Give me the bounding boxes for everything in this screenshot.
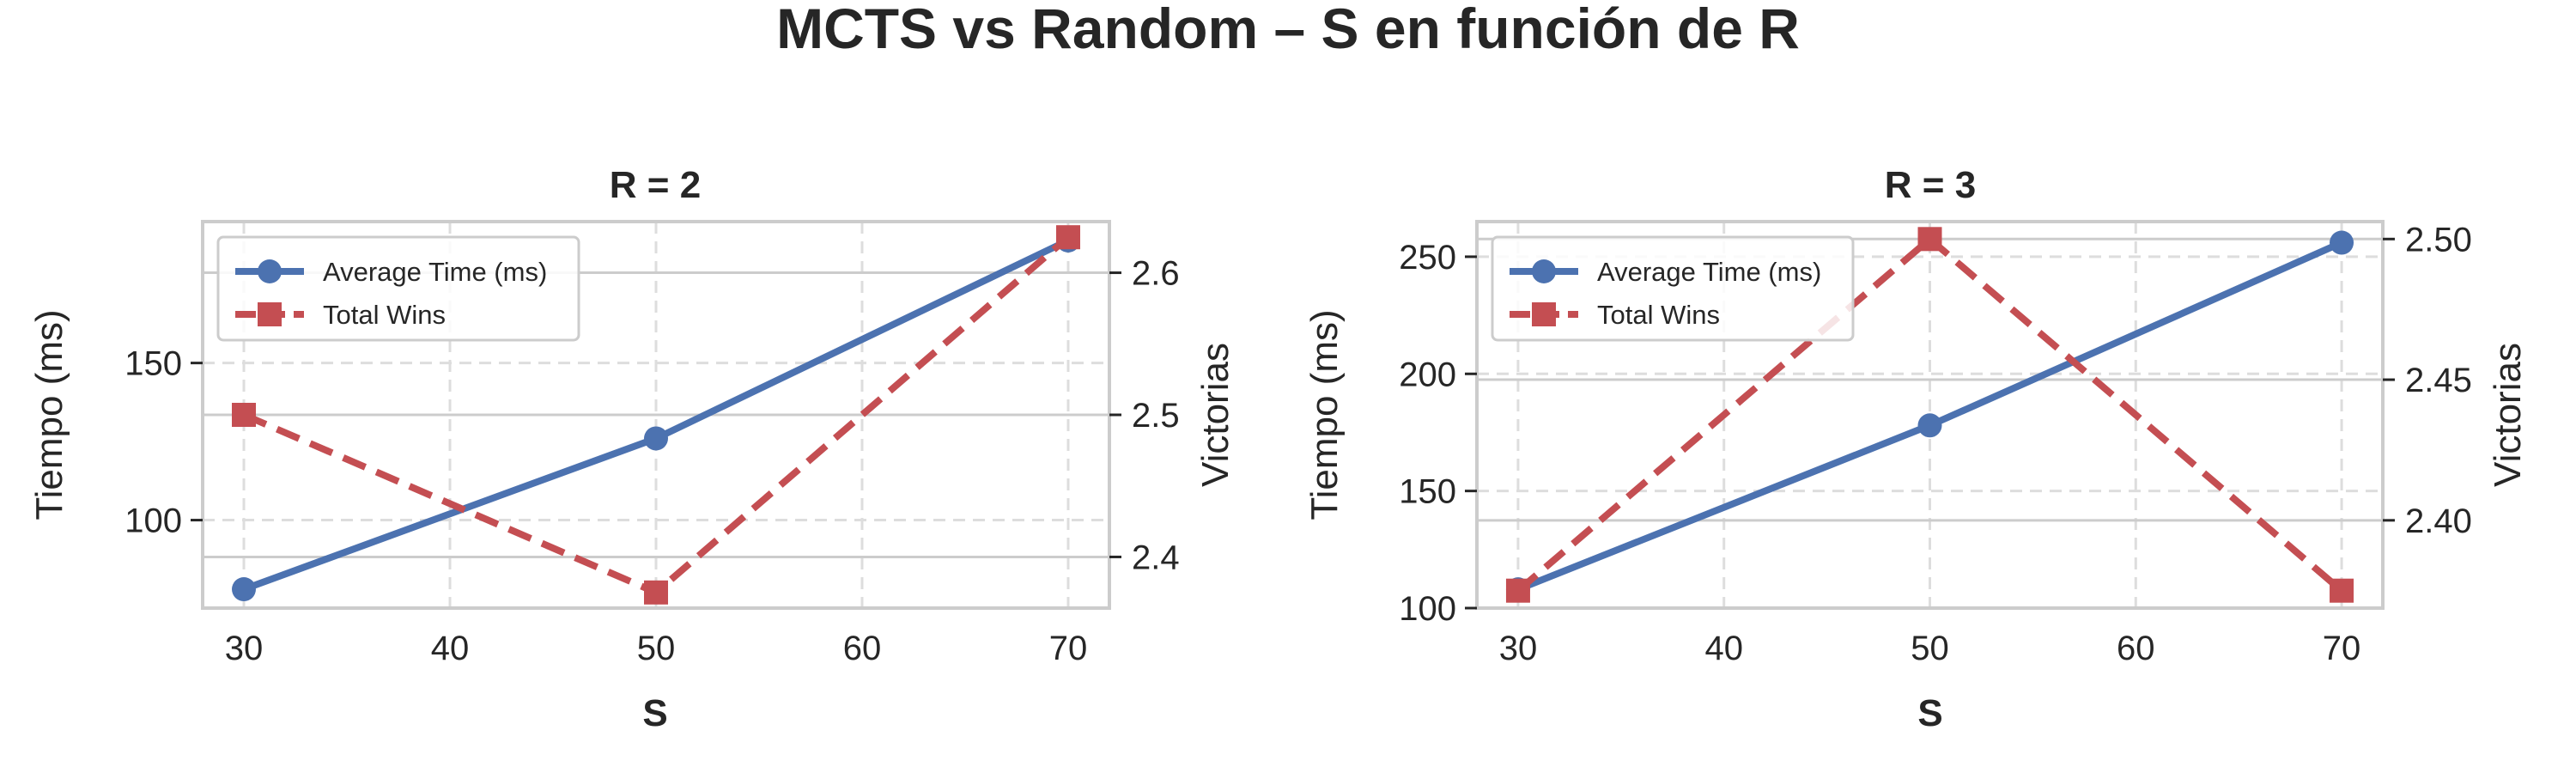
x-axis-label: S (1917, 692, 1942, 734)
average-time-point (644, 426, 668, 451)
y-tick-label: 250 (1399, 239, 1456, 277)
legend-box (1491, 235, 1855, 342)
y-tick-label: 150 (125, 345, 182, 383)
legend-label: Total Wins (323, 300, 446, 330)
legend-box (216, 235, 580, 342)
panel-r3: R = 3 S 30 40 50 60 70 100 150 200 250 2.40 2.45 2.… (1303, 164, 2529, 734)
x-tick-label: 30 (225, 630, 264, 667)
total-wins-point (1056, 225, 1080, 250)
total-wins-point (2330, 578, 2354, 603)
panel-title: R = 2 (610, 164, 701, 206)
total-wins-point (1917, 227, 1942, 252)
x-tick-label: 50 (637, 630, 676, 667)
panel-title: R = 3 (1885, 164, 1976, 206)
x-tick-label: 30 (1499, 630, 1538, 667)
y2-axis-label: Victorias (2487, 343, 2529, 487)
figure-title: MCTS vs Random – S en función de R (776, 0, 1800, 60)
y2-axis-label: Victorias (1194, 343, 1236, 487)
panel-r2: R = 2 S 30 40 50 60 70 100 150 2.4 2.5 2.6 Tiempo … (28, 164, 1236, 734)
average-time-point (232, 577, 256, 602)
y-tick-label: 100 (125, 502, 182, 540)
legend-label: Average Time (ms) (323, 257, 547, 287)
y-axis-label: Tiempo (ms) (28, 309, 70, 520)
x-tick-label: 70 (1049, 630, 1088, 667)
x-tick-label: 50 (1911, 630, 1949, 667)
y-tick-label: 200 (1399, 356, 1456, 393)
y-tick-label: 150 (1399, 473, 1456, 511)
legend-marker (1532, 302, 1556, 326)
average-time-point (1917, 413, 1942, 438)
x-tick-label: 60 (843, 630, 882, 667)
x-tick-label: 70 (2323, 630, 2361, 667)
plot-frame (1475, 220, 2385, 610)
y2-tick-label: 2.40 (2405, 502, 2472, 540)
y2-tick-label: 2.6 (1132, 255, 1180, 293)
y2-tick-label: 2.45 (2405, 362, 2472, 399)
average-time-point (2330, 230, 2354, 255)
legend-marker (1532, 259, 1556, 283)
x-tick-label: 40 (431, 630, 470, 667)
legend-label: Total Wins (1597, 300, 1720, 330)
legend-marker (258, 259, 282, 283)
total-wins-point (644, 580, 668, 605)
total-wins-point (1505, 578, 1530, 603)
legend-marker (258, 302, 282, 326)
y2-tick-label: 2.50 (2405, 221, 2472, 259)
y-axis-label: Tiempo (ms) (1303, 309, 1346, 520)
x-tick-label: 60 (2117, 630, 2155, 667)
y2-tick-label: 2.4 (1132, 539, 1180, 576)
total-wins-point (232, 403, 256, 427)
x-axis-label: S (642, 692, 667, 734)
y2-tick-label: 2.5 (1132, 397, 1180, 435)
y-tick-label: 100 (1399, 590, 1456, 628)
legend-label: Average Time (ms) (1597, 257, 1821, 287)
x-tick-label: 40 (1704, 630, 1743, 667)
